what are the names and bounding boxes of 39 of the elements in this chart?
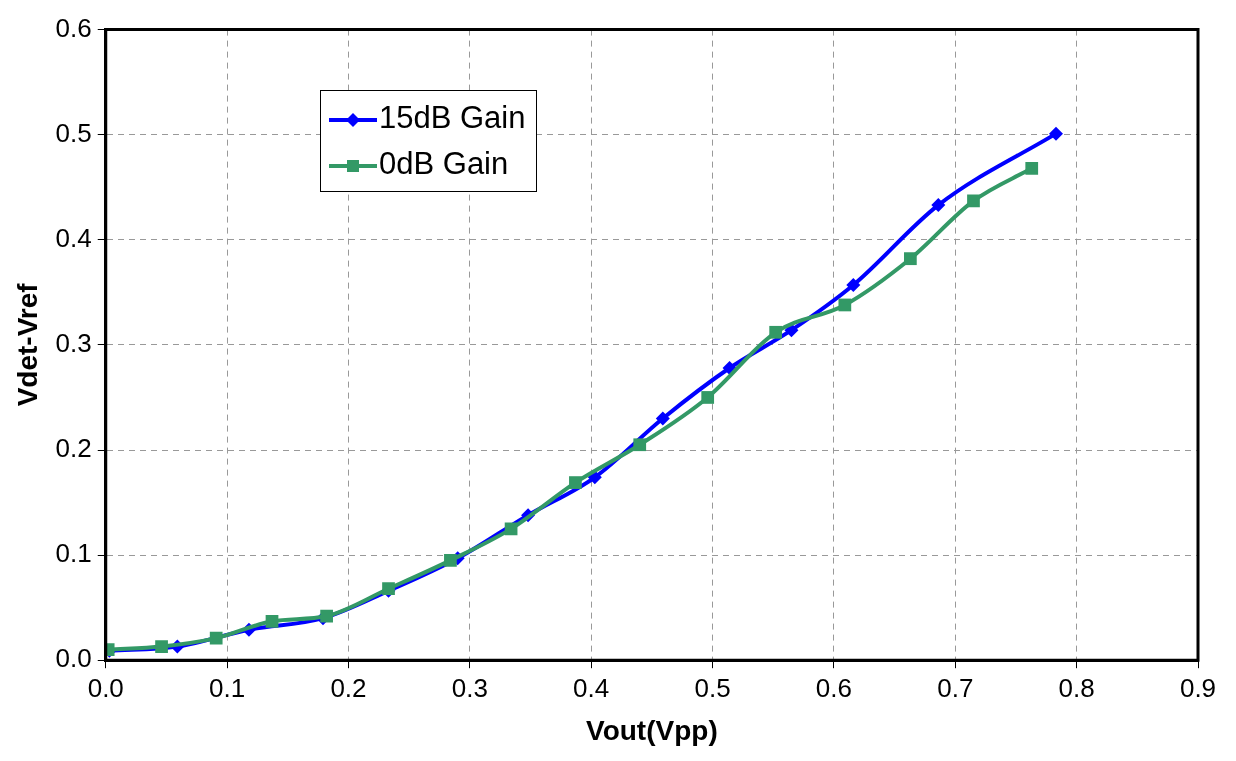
y-tick-label: 0.1 (55, 538, 92, 569)
point (655, 411, 670, 426)
y-tick-label: 0.6 (55, 12, 92, 43)
point (320, 609, 333, 623)
x-tick-label: 0.1 (209, 672, 246, 703)
x-tick-label: 0.5 (694, 672, 731, 703)
x-tick-label: 0.7 (937, 672, 974, 703)
y-tick-label: 0.2 (55, 433, 92, 464)
point (931, 198, 946, 213)
x-tick-label: 0.4 (573, 672, 610, 703)
legend-label: 15dB Gain (379, 100, 526, 135)
x-tick-label: 0.3 (451, 672, 488, 703)
y-tick-label: 0.4 (55, 222, 92, 253)
point (569, 476, 582, 489)
y-tick-label: 0.0 (55, 643, 92, 674)
point (444, 553, 457, 567)
point (846, 277, 861, 292)
y-tick-label: 0.5 (55, 117, 92, 148)
x-tick-label: 0.9 (1179, 672, 1217, 703)
point (155, 640, 168, 653)
x-tick-label: 0.8 (1058, 672, 1095, 703)
point (967, 194, 980, 208)
x-tick-label: 0.6 (815, 672, 852, 703)
x-tick-label: 0.0 (87, 672, 124, 703)
legend-label: 0dB Gain (379, 146, 509, 181)
y-axis-title: Vdet-Vref (11, 282, 43, 407)
point (633, 438, 647, 452)
point (1025, 161, 1039, 175)
x-tick-label: 0.2 (330, 672, 367, 703)
point (265, 614, 279, 628)
point (209, 631, 223, 645)
y-tick-label: 0.3 (55, 328, 92, 359)
x-axis-title: Vout(Vpp) (586, 714, 718, 746)
point (504, 522, 518, 536)
point (769, 325, 783, 339)
point (838, 298, 852, 312)
point (1049, 126, 1064, 141)
point (904, 252, 917, 266)
point (701, 391, 715, 404)
